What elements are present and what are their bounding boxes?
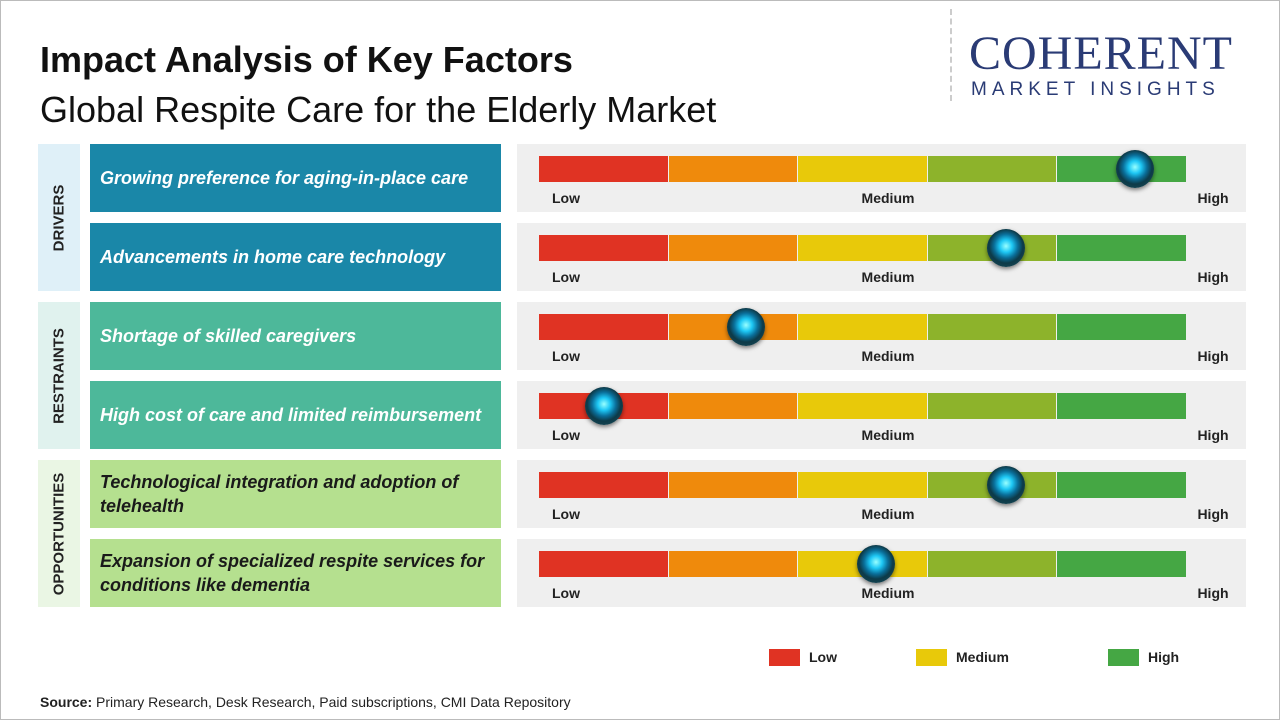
factor-text: High cost of care and limited reimbursem…: [100, 405, 482, 425]
gauge-segment: [539, 472, 668, 498]
gauge-segment: [668, 235, 798, 261]
gauge-segment: [1057, 235, 1186, 261]
group-band: DRIVERS: [38, 144, 80, 291]
gauge-segment: [798, 472, 927, 498]
factor-box: Expansion of specialized respite service…: [90, 539, 501, 607]
factor-box: Shortage of skilled caregivers: [90, 302, 501, 370]
divider: [950, 9, 952, 101]
gauge-segment: [668, 393, 798, 419]
gauge-segment: [798, 235, 927, 261]
scale-label: Medium: [861, 348, 915, 364]
scale-label: Low: [552, 348, 580, 364]
scale-label: Low: [552, 585, 580, 601]
gauge-segment: [539, 551, 668, 577]
gauge-segment: [668, 156, 798, 182]
group-label: DRIVERS: [50, 184, 68, 251]
gauge-segment: [927, 551, 1057, 577]
scale-label: Low: [552, 427, 580, 443]
gauge-segment: [539, 235, 668, 261]
gauge-segment: [539, 156, 668, 182]
gauge-segment: [927, 314, 1057, 340]
scale-label: Low: [552, 506, 580, 522]
legend-label: Low: [809, 649, 837, 665]
legend-swatch: [916, 649, 947, 666]
scale-label: High: [1197, 506, 1229, 522]
source-label: Source:: [40, 694, 93, 710]
scale-label: Medium: [861, 585, 915, 601]
scale-label: High: [1197, 348, 1229, 364]
factor-box: Advancements in home care technology: [90, 223, 501, 291]
scale-label: Medium: [861, 427, 915, 443]
scale-label: High: [1197, 190, 1229, 206]
gauge-segment: [798, 314, 927, 340]
group-band: RESTRAINTS: [38, 302, 80, 449]
scale-label: Low: [552, 190, 580, 206]
factor-box: Growing preference for aging-in-place ca…: [90, 144, 501, 212]
legend-swatch: [1108, 649, 1139, 666]
group-band: OPPORTUNITIES: [38, 460, 80, 607]
logo-tagline: MARKET INSIGHTS: [971, 79, 1220, 100]
legend-label: High: [1148, 649, 1180, 665]
gauge-segment: [539, 314, 668, 340]
scale-label: High: [1197, 427, 1229, 443]
impact-knob: [584, 387, 623, 425]
gauge-segment: [1057, 551, 1186, 577]
impact-knob: [1116, 150, 1155, 188]
group-label: RESTRAINTS: [50, 327, 68, 424]
legend-label: Medium: [956, 649, 1009, 665]
factor-text: Expansion of specialized respite service…: [100, 551, 485, 595]
gauge-segment: [1057, 314, 1186, 340]
factor-text: Growing preference for aging-in-place ca…: [100, 168, 469, 188]
group-label: OPPORTUNITIES: [50, 472, 68, 595]
source-text: Primary Research, Desk Research, Paid su…: [96, 694, 571, 710]
impact-knob: [986, 466, 1025, 504]
gauge-segment: [1057, 393, 1186, 419]
gauge-segment: [1057, 472, 1186, 498]
scale-label: Low: [552, 269, 580, 285]
impact-knob: [856, 545, 895, 583]
gauge-segment: [798, 393, 927, 419]
scale-label: High: [1197, 269, 1229, 285]
gauge-segment: [927, 393, 1057, 419]
factor-box: Technological integration and adoption o…: [90, 460, 501, 528]
impact-knob: [986, 229, 1025, 267]
scale-label: Medium: [861, 506, 915, 522]
title: Impact Analysis of Key Factors: [40, 39, 573, 80]
factor-box: High cost of care and limited reimbursem…: [90, 381, 501, 449]
scale-label: Medium: [861, 190, 915, 206]
logo-name: COHERENT: [969, 27, 1233, 80]
scale-label: Medium: [861, 269, 915, 285]
source: Source: Primary Research, Desk Research,…: [40, 694, 571, 710]
factor-text: Advancements in home care technology: [100, 247, 446, 267]
gauge-segment: [668, 551, 798, 577]
legend-swatch: [769, 649, 800, 666]
scale-label: High: [1197, 585, 1229, 601]
factor-text: Technological integration and adoption o…: [100, 472, 459, 516]
gauge-segment: [798, 156, 927, 182]
impact-knob: [727, 308, 766, 346]
factor-text: Shortage of skilled caregivers: [100, 326, 357, 346]
gauge-segment: [927, 156, 1057, 182]
gauge-segment: [668, 472, 798, 498]
subtitle: Global Respite Care for the Elderly Mark…: [40, 89, 717, 130]
